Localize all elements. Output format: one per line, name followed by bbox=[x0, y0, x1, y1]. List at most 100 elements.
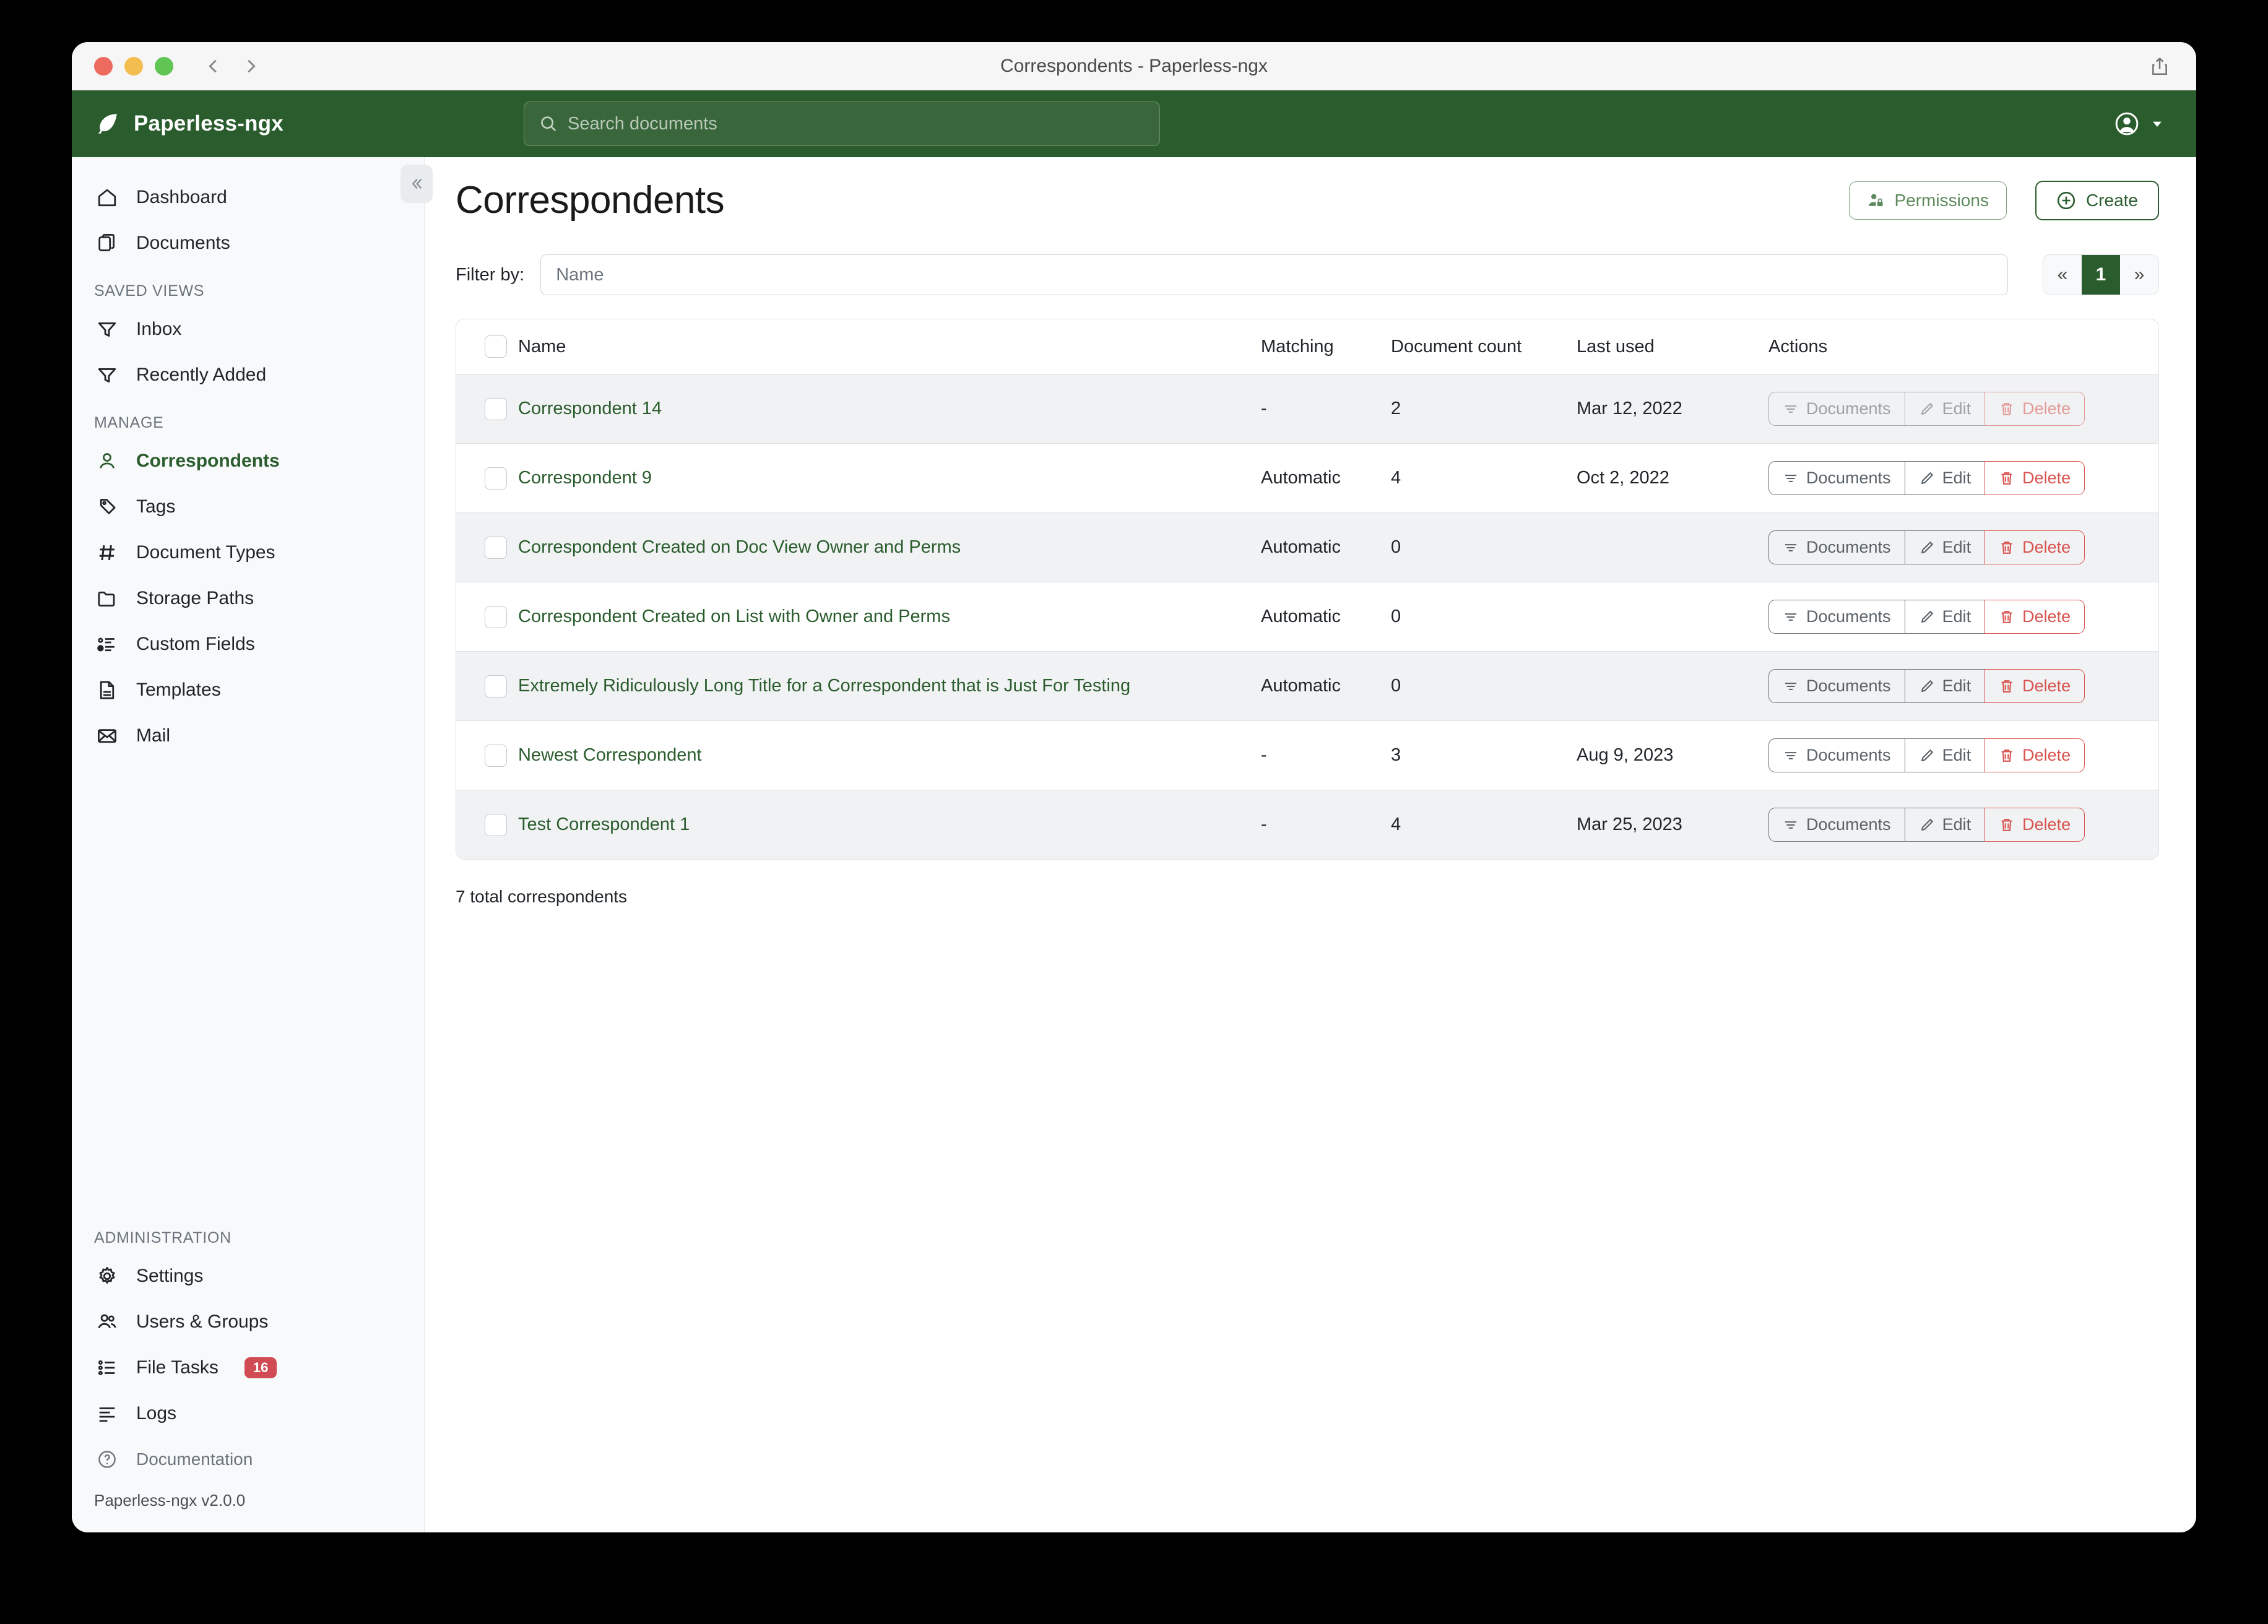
row-documents-button[interactable]: Documents bbox=[1768, 530, 1905, 564]
select-all-checkbox[interactable] bbox=[485, 335, 507, 358]
sidebar-item-recently-added[interactable]: Recently Added bbox=[72, 352, 424, 398]
filter-input[interactable] bbox=[540, 254, 2008, 295]
row-documents-button[interactable]: Documents bbox=[1768, 669, 1905, 703]
sidebar-item-file-tasks[interactable]: File Tasks 16 bbox=[72, 1345, 424, 1391]
sidebar-item-label: Templates bbox=[136, 680, 221, 700]
correspondent-link[interactable]: Correspondent Created on List with Owner… bbox=[518, 607, 950, 626]
row-checkbox[interactable] bbox=[485, 605, 507, 628]
sidebar-item-dashboard[interactable]: Dashboard bbox=[72, 175, 424, 220]
row-name-cell: Correspondent Created on List with Owner… bbox=[518, 582, 1261, 652]
table-row[interactable]: Correspondent 14 - 2 Mar 12, 2022 Documents E… bbox=[456, 374, 2158, 444]
sidebar-collapse-button[interactable] bbox=[400, 165, 433, 203]
row-delete-button[interactable]: Delete bbox=[1984, 600, 2085, 634]
row-checkbox[interactable] bbox=[485, 397, 507, 420]
sidebar-item-documents[interactable]: Documents bbox=[72, 220, 424, 266]
row-delete-label: Delete bbox=[2022, 746, 2071, 764]
sidebar-item-inbox[interactable]: Inbox bbox=[72, 306, 424, 352]
trash-icon bbox=[1999, 401, 2015, 417]
row-edit-button[interactable]: Edit bbox=[1905, 808, 1985, 842]
column-header-document-count[interactable]: Document count bbox=[1391, 319, 1577, 374]
column-header-last-used[interactable]: Last used bbox=[1577, 319, 1768, 374]
row-last-used-cell bbox=[1577, 513, 1768, 582]
brand[interactable]: Paperless-ngx bbox=[94, 111, 404, 137]
row-edit-button[interactable]: Edit bbox=[1905, 600, 1985, 634]
row-checkbox[interactable] bbox=[485, 467, 507, 490]
correspondent-link[interactable]: Extremely Ridiculously Long Title for a … bbox=[518, 676, 1131, 696]
row-delete-button[interactable]: Delete bbox=[1984, 738, 2085, 772]
sidebar-item-custom-fields[interactable]: Custom Fields bbox=[72, 621, 424, 667]
sidebar-item-templates[interactable]: Templates bbox=[72, 667, 424, 713]
correspondent-link[interactable]: Correspondent 14 bbox=[518, 399, 662, 418]
back-icon[interactable] bbox=[204, 57, 223, 76]
row-last-used-cell bbox=[1577, 582, 1768, 652]
sidebar-item-label: Logs bbox=[136, 1403, 177, 1423]
create-button[interactable]: Create bbox=[2035, 180, 2159, 220]
tag-icon bbox=[94, 494, 120, 520]
sidebar-item-storage-paths[interactable]: Storage Paths bbox=[72, 576, 424, 621]
sidebar-item-document-types[interactable]: Document Types bbox=[72, 530, 424, 576]
pagination-page-1[interactable]: 1 bbox=[2082, 255, 2120, 295]
pencil-icon bbox=[1919, 609, 1935, 625]
correspondent-link[interactable]: Correspondent Created on Doc View Owner … bbox=[518, 537, 961, 557]
row-checkbox[interactable] bbox=[485, 744, 507, 767]
list-ul-icon bbox=[94, 631, 120, 657]
sidebar-item-documentation[interactable]: Documentation bbox=[72, 1436, 424, 1482]
row-last-used-cell bbox=[1577, 652, 1768, 721]
row-edit-button[interactable]: Edit bbox=[1905, 461, 1985, 495]
row-edit-button[interactable]: Edit bbox=[1905, 738, 1985, 772]
row-checkbox[interactable] bbox=[485, 536, 507, 559]
row-delete-button[interactable]: Delete bbox=[1984, 669, 2085, 703]
row-edit-label: Edit bbox=[1942, 746, 1972, 764]
sidebar-item-users-groups[interactable]: Users & Groups bbox=[72, 1299, 424, 1345]
row-checkbox[interactable] bbox=[485, 675, 507, 698]
row-edit-button[interactable]: Edit bbox=[1905, 530, 1985, 564]
table-row[interactable]: Correspondent Created on List with Owner… bbox=[456, 582, 2158, 652]
account-menu[interactable] bbox=[2113, 110, 2164, 137]
row-documents-button[interactable]: Documents bbox=[1768, 392, 1905, 426]
row-documents-button[interactable]: Documents bbox=[1768, 600, 1905, 634]
row-delete-button[interactable]: Delete bbox=[1984, 461, 2085, 495]
correspondent-link[interactable]: Test Correspondent 1 bbox=[518, 814, 690, 834]
close-window-button[interactable] bbox=[94, 56, 113, 76]
minimize-window-button[interactable] bbox=[124, 56, 143, 76]
row-delete-button[interactable]: Delete bbox=[1984, 392, 2085, 426]
table-row[interactable]: Extremely Ridiculously Long Title for a … bbox=[456, 651, 2158, 721]
row-action-group: Documents Edit Delete bbox=[1768, 669, 2085, 703]
table-row[interactable]: Newest Correspondent - 3 Aug 9, 2023 Documen… bbox=[456, 720, 2158, 790]
row-checkbox[interactable] bbox=[485, 813, 507, 836]
row-documents-label: Documents bbox=[1806, 676, 1891, 695]
sidebar-item-label: Custom Fields bbox=[136, 634, 255, 654]
sidebar-item-logs[interactable]: Logs bbox=[72, 1391, 424, 1436]
pagination-next[interactable]: » bbox=[2120, 255, 2158, 295]
page-title: Correspondents bbox=[456, 179, 725, 222]
column-header-name[interactable]: Name bbox=[518, 319, 1261, 374]
trash-icon bbox=[1999, 678, 2015, 694]
sidebar-item-mail[interactable]: Mail bbox=[72, 713, 424, 759]
correspondent-link[interactable]: Newest Correspondent bbox=[518, 745, 702, 765]
row-edit-button[interactable]: Edit bbox=[1905, 669, 1985, 703]
row-documents-button[interactable]: Documents bbox=[1768, 461, 1905, 495]
row-delete-button[interactable]: Delete bbox=[1984, 530, 2085, 564]
column-header-matching[interactable]: Matching bbox=[1261, 319, 1391, 374]
sidebar-item-label: Documents bbox=[136, 233, 230, 253]
maximize-window-button[interactable] bbox=[155, 56, 173, 76]
sidebar-item-settings[interactable]: Settings bbox=[72, 1253, 424, 1299]
search-box[interactable] bbox=[524, 102, 1160, 146]
row-edit-button[interactable]: Edit bbox=[1905, 392, 1985, 426]
row-action-group: Documents Edit Delete bbox=[1768, 392, 2085, 426]
row-documents-button[interactable]: Documents bbox=[1768, 738, 1905, 772]
search-input[interactable] bbox=[568, 113, 1145, 134]
permissions-button[interactable]: Permissions bbox=[1849, 181, 2007, 220]
row-documents-button[interactable]: Documents bbox=[1768, 808, 1905, 842]
table-row[interactable]: Correspondent Created on Doc View Owner … bbox=[456, 512, 2158, 582]
table-row[interactable]: Correspondent 9 Automatic 4 Oct 2, 2022 Docu… bbox=[456, 443, 2158, 513]
pagination-prev[interactable]: « bbox=[2043, 255, 2082, 295]
table-row[interactable]: Test Correspondent 1 - 4 Mar 25, 2023 Docume… bbox=[456, 790, 2158, 859]
sidebar-item-tags[interactable]: Tags bbox=[72, 484, 424, 530]
sidebar-item-correspondents[interactable]: Correspondents bbox=[72, 438, 424, 484]
correspondent-link[interactable]: Correspondent 9 bbox=[518, 468, 652, 488]
sidebar-section-manage: MANAGE bbox=[94, 414, 164, 431]
forward-icon[interactable] bbox=[241, 57, 260, 76]
share-icon[interactable] bbox=[2149, 56, 2170, 77]
row-delete-button[interactable]: Delete bbox=[1984, 808, 2085, 842]
